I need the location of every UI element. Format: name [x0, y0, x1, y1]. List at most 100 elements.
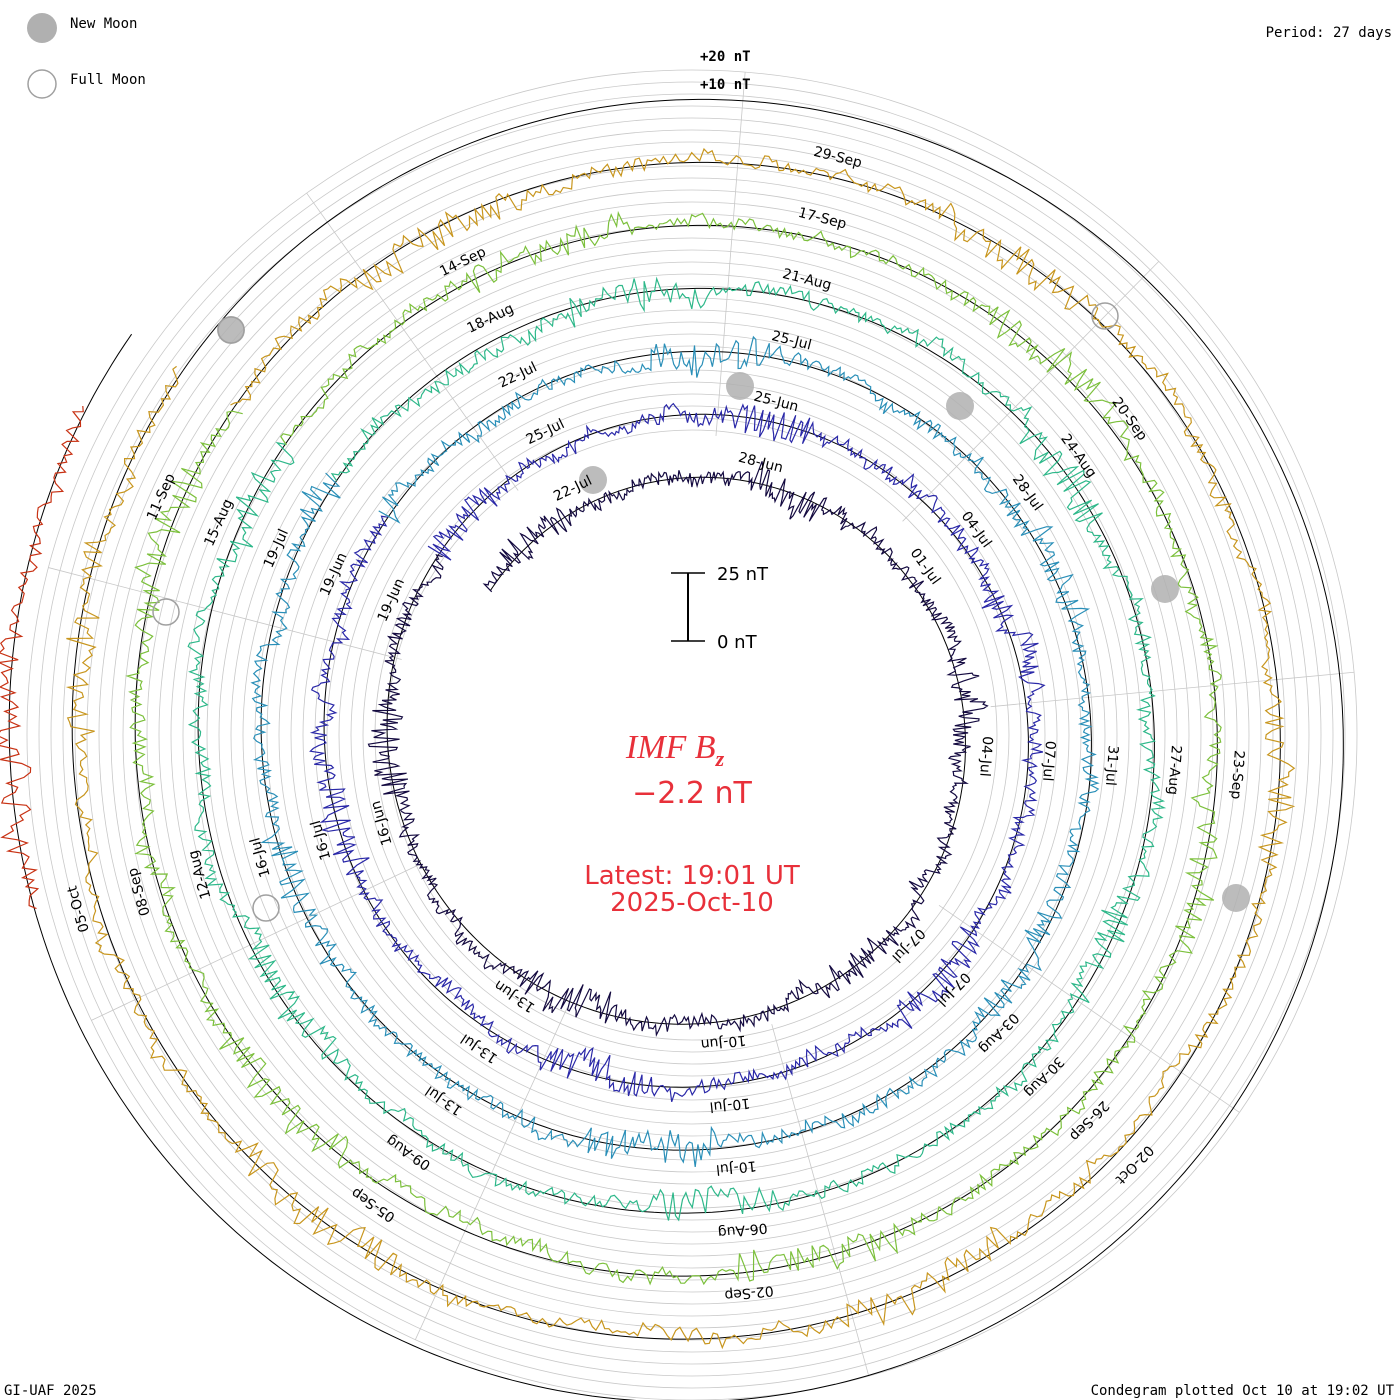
date-label: 20-Sep — [1108, 395, 1150, 444]
date-label: 07-Jul — [1039, 740, 1058, 782]
grid-ring — [338, 381, 1046, 1089]
trace-rotation-6 — [65, 147, 1296, 1350]
date-label: 17-Sep — [796, 205, 848, 233]
radial-line — [91, 863, 422, 1021]
moon-markers — [152, 302, 1250, 922]
full-moon-legend-icon — [27, 69, 57, 99]
date-label: 22-Jul — [496, 359, 539, 391]
scale-top-label: 25 nT — [717, 564, 769, 585]
date-label: 28-Jun — [737, 450, 785, 477]
scale-bar: 25 nT 0 nT — [671, 564, 769, 653]
new-moon-marker — [726, 372, 754, 400]
new-moon-legend-icon — [27, 13, 57, 43]
grid-ring — [362, 405, 1022, 1065]
baseline-1 — [386, 476, 966, 1025]
full-moon-marker — [1091, 302, 1119, 330]
date-label: 13-Jul — [423, 1082, 466, 1118]
grid-ring — [170, 213, 1214, 1257]
date-label: 28-Jul — [1009, 472, 1046, 514]
grid-ring — [74, 117, 1310, 1353]
full-moon-legend-label: Full Moon — [70, 72, 146, 88]
grid-ring — [194, 237, 1190, 1233]
date-label: 19-Jul — [261, 527, 292, 571]
footer-credit: GI-UAF 2025 — [4, 1383, 97, 1399]
bz-traces — [0, 147, 1296, 1350]
trace-rotation-1 — [367, 461, 989, 1038]
baseline-2 — [323, 413, 1029, 1088]
chart-title-subscript: z — [715, 746, 725, 771]
grid-ring — [230, 273, 1154, 1197]
full-moon-marker — [252, 894, 280, 922]
grid-ring — [62, 105, 1322, 1365]
grid-ring — [374, 417, 1010, 1053]
new-moon-marker — [217, 316, 245, 344]
grid-ring — [122, 165, 1262, 1305]
scale-bottom-label: 0 nT — [717, 632, 758, 653]
amplitude-label-20: +20 nT — [700, 49, 751, 65]
date-label: 30-Aug — [1021, 1053, 1067, 1100]
new-moon-legend-label: New Moon — [70, 16, 137, 32]
radial-line — [48, 567, 402, 660]
grid-ring — [350, 393, 1034, 1077]
trace-rotation-3 — [250, 335, 1100, 1167]
new-moon-marker — [946, 392, 974, 420]
new-moon-marker — [1222, 884, 1250, 912]
baseline-7 — [8, 98, 1344, 1400]
grid-ring — [302, 345, 1082, 1125]
date-label: 10-Jul — [715, 1157, 757, 1177]
date-label: 31-Jul — [1102, 745, 1121, 787]
radial-grid — [48, 72, 1355, 1377]
date-label: 01-Jul — [907, 546, 944, 588]
radial-line — [902, 261, 1160, 522]
grid-ring — [38, 81, 1346, 1389]
current-value: −2.2 nT — [632, 776, 752, 811]
full-moon-marker — [217, 316, 245, 344]
date-label: 02-Sep — [724, 1282, 775, 1303]
date-label: 18-Aug — [465, 301, 517, 337]
grid-ring — [206, 249, 1178, 1221]
date-label: 08-Sep — [125, 866, 154, 918]
grid-ring — [242, 285, 1142, 1185]
grid-ring — [278, 321, 1106, 1149]
baseline-6 — [71, 161, 1281, 1340]
grid-ring — [290, 333, 1094, 1137]
grid-ring — [110, 153, 1274, 1317]
baseline-5 — [134, 224, 1218, 1277]
grid-ring — [314, 357, 1070, 1113]
date-label: 19-Jun — [375, 576, 408, 624]
grid-ring — [50, 93, 1334, 1377]
grid-ring — [146, 189, 1238, 1281]
date-label: 10-Jul — [709, 1095, 751, 1115]
date-label: 06-Aug — [717, 1219, 768, 1240]
date-label: 16-Jun — [368, 799, 396, 847]
trace-rotation-7 — [0, 405, 84, 910]
date-label: 23-Sep — [1227, 750, 1247, 800]
date-label: 07-Jul — [888, 925, 928, 965]
new-moon-marker — [579, 466, 607, 494]
amplitude-label-10: +10 nT — [700, 77, 751, 93]
ring-grid — [26, 69, 1358, 1400]
date-label: 07-Jul — [934, 969, 974, 1009]
grid-ring — [98, 141, 1286, 1329]
date-label: 10-Jun — [700, 1032, 747, 1053]
full-moon-marker — [152, 598, 180, 626]
chart-title: IMF Bz — [625, 729, 725, 771]
radial-line — [938, 904, 1240, 1113]
grid-ring — [158, 201, 1226, 1269]
date-label: 22-Jul — [551, 473, 594, 505]
date-labels: 22-Jul 28-Jun 01-Jul 04-Jul 07-Jul 10-Jun 13-J… — [64, 144, 1247, 1303]
chart-title-main: IMF B — [625, 729, 716, 766]
radial-line — [306, 192, 519, 491]
trace-rotation-2 — [309, 402, 1046, 1102]
radial-line — [990, 671, 1355, 708]
footer-plot-time: Condegram plotted Oct 10 at 19:02 UT — [1091, 1383, 1395, 1399]
date-label: 05-Oct — [64, 883, 92, 934]
new-moon-marker — [1151, 575, 1179, 603]
date-label: 25-Jun — [752, 389, 800, 416]
trace-rotation-5 — [125, 210, 1222, 1286]
date-label: 09-Aug — [384, 1132, 434, 1173]
date-label: 26-Sep — [1066, 1097, 1112, 1144]
trace-rotation-4 — [187, 276, 1167, 1222]
